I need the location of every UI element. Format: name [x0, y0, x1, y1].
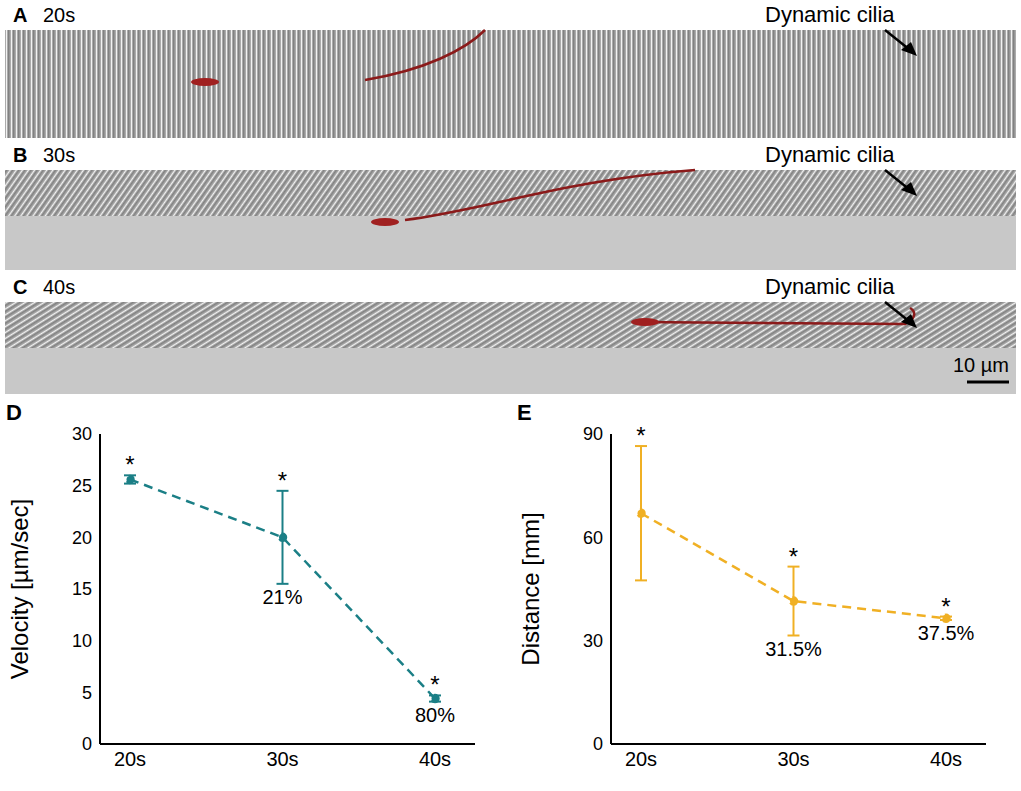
svg-text:80%: 80%	[415, 704, 455, 726]
svg-text:30: 30	[583, 631, 603, 651]
html-text:D: D	[6, 400, 22, 425]
svg-text:20s: 20s	[114, 748, 146, 770]
svg-text:30s: 30s	[266, 748, 298, 770]
svg-text:*: *	[278, 467, 287, 494]
svg-text:Dynamic cilia: Dynamic cilia	[765, 2, 895, 27]
svg-text:20: 20	[72, 528, 92, 548]
svg-text:40s: 40s	[419, 748, 451, 770]
svg-text:0: 0	[593, 734, 603, 754]
svg-text:Velocity [µm/sec]: Velocity [µm/sec]	[6, 499, 33, 680]
svg-text:90: 90	[583, 424, 603, 444]
svg-text:21%: 21%	[262, 586, 302, 608]
svg-text:*: *	[430, 671, 439, 698]
svg-text:25: 25	[72, 476, 92, 496]
svg-text:30: 30	[72, 424, 92, 444]
svg-text:30s: 30s	[777, 748, 809, 770]
svg-text:20s: 20s	[43, 4, 75, 26]
svg-text:10: 10	[72, 631, 92, 651]
svg-text:31.5%: 31.5%	[765, 638, 822, 660]
svg-text:40s: 40s	[43, 276, 75, 298]
svg-text:*: *	[789, 543, 798, 570]
svg-text:Distance [mm]: Distance [mm]	[517, 512, 544, 665]
svg-text:20s: 20s	[625, 748, 657, 770]
svg-text:10 µm: 10 µm	[953, 354, 1009, 376]
svg-text:Dynamic cilia: Dynamic cilia	[765, 274, 895, 299]
svg-text:C: C	[13, 276, 27, 298]
svg-text:*: *	[941, 593, 950, 620]
svg-text:60: 60	[583, 528, 603, 548]
svg-text:*: *	[636, 422, 645, 449]
svg-text:B: B	[13, 144, 27, 166]
svg-text:37.5%: 37.5%	[918, 622, 975, 644]
svg-text:A: A	[13, 4, 27, 26]
svg-text:30s: 30s	[43, 144, 75, 166]
svg-text:*: *	[125, 451, 134, 478]
html-text:E: E	[517, 400, 532, 425]
svg-text:0: 0	[82, 734, 92, 754]
svg-text:Dynamic cilia: Dynamic cilia	[765, 142, 895, 167]
svg-text:15: 15	[72, 579, 92, 599]
svg-text:5: 5	[82, 683, 92, 703]
svg-text:40s: 40s	[930, 748, 962, 770]
